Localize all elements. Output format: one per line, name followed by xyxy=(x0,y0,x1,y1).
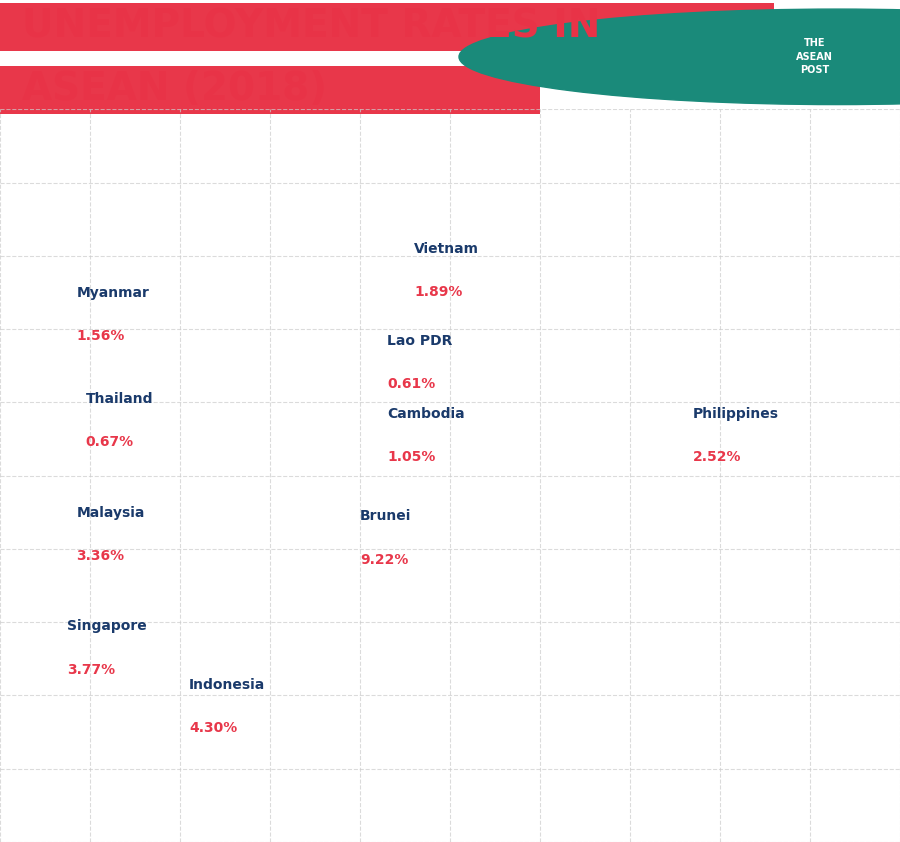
Text: Vietnam: Vietnam xyxy=(414,242,479,256)
Text: ASEAN: ASEAN xyxy=(796,52,832,61)
Text: Cambodia: Cambodia xyxy=(387,407,464,421)
Text: Thailand: Thailand xyxy=(86,392,153,406)
Text: 0.61%: 0.61% xyxy=(387,377,436,391)
Text: 0.67%: 0.67% xyxy=(86,435,133,450)
Text: 2.52%: 2.52% xyxy=(693,450,742,464)
Bar xyxy=(0,3,11,51)
FancyBboxPatch shape xyxy=(0,3,774,51)
Text: 4.30%: 4.30% xyxy=(189,721,238,735)
Text: 1.05%: 1.05% xyxy=(387,450,436,464)
Text: Brunei: Brunei xyxy=(360,509,411,524)
Text: Philippines: Philippines xyxy=(693,407,779,421)
Text: 9.22%: 9.22% xyxy=(360,552,409,567)
Text: Indonesia: Indonesia xyxy=(189,678,266,692)
Text: UNEMPLOYMENT RATES IN: UNEMPLOYMENT RATES IN xyxy=(22,7,601,45)
Bar xyxy=(0,66,11,114)
Text: Malaysia: Malaysia xyxy=(76,506,145,520)
Text: 3.77%: 3.77% xyxy=(68,663,115,676)
Text: ASEAN (2018): ASEAN (2018) xyxy=(22,70,328,108)
Text: 1.89%: 1.89% xyxy=(414,285,463,299)
Text: POST: POST xyxy=(800,66,829,76)
Text: THE: THE xyxy=(804,38,825,48)
FancyBboxPatch shape xyxy=(0,66,540,114)
Text: Myanmar: Myanmar xyxy=(76,286,149,300)
Circle shape xyxy=(459,9,900,104)
Text: Lao PDR: Lao PDR xyxy=(387,333,453,348)
Text: Singapore: Singapore xyxy=(68,619,148,633)
Text: 3.36%: 3.36% xyxy=(76,549,124,563)
Text: 1.56%: 1.56% xyxy=(76,329,125,344)
